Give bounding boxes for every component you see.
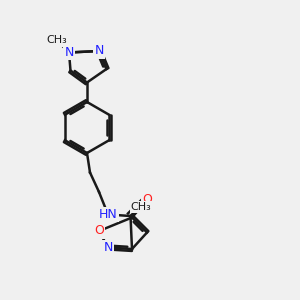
Text: N: N (64, 46, 74, 59)
Text: O: O (94, 224, 104, 238)
Text: HN: HN (99, 208, 117, 221)
Text: CH₃: CH₃ (46, 35, 68, 46)
Text: CH₃: CH₃ (130, 202, 152, 212)
Text: N: N (94, 44, 104, 58)
Text: O: O (142, 193, 152, 206)
Text: N: N (103, 241, 113, 254)
